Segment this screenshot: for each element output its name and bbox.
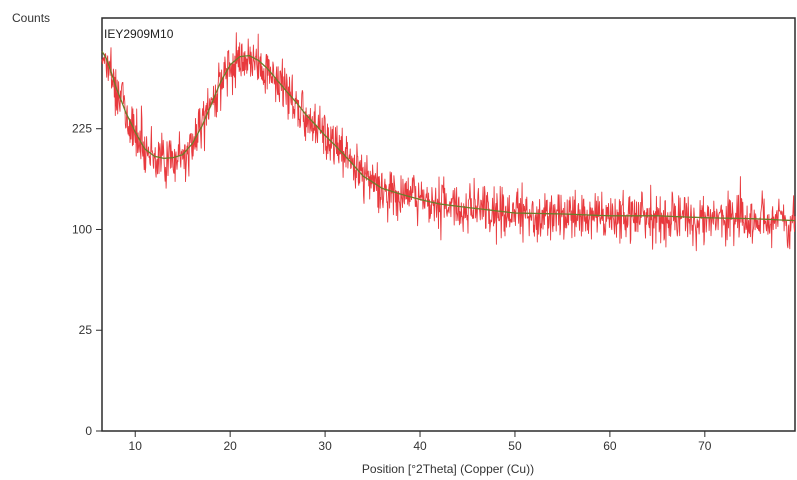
- y-axis: 0 25 100 225: [72, 122, 102, 438]
- y-tick-label: 25: [79, 323, 93, 337]
- x-axis: 10 20 30 40 50 60 70: [129, 431, 712, 453]
- x-tick-label: 70: [698, 439, 712, 453]
- x-tick-label: 50: [508, 439, 522, 453]
- observed-pattern-line: [101, 32, 796, 252]
- y-tick-label: 100: [72, 222, 92, 236]
- y-axis-label: Counts: [12, 11, 50, 25]
- x-tick-label: 30: [318, 439, 332, 453]
- series-layer: [101, 32, 796, 252]
- sample-label: IEY2909M10: [104, 27, 174, 41]
- x-tick-label: 60: [603, 439, 617, 453]
- x-tick-label: 20: [223, 439, 237, 453]
- plot-frame: [101, 17, 796, 432]
- x-tick-label: 40: [413, 439, 427, 453]
- x-tick-label: 10: [129, 439, 143, 453]
- y-tick-label: 225: [72, 122, 92, 136]
- background-fit-line: [101, 50, 796, 222]
- x-axis-label: Position [°2Theta] (Copper (Cu)): [362, 462, 534, 476]
- y-tick-label: 0: [85, 424, 92, 438]
